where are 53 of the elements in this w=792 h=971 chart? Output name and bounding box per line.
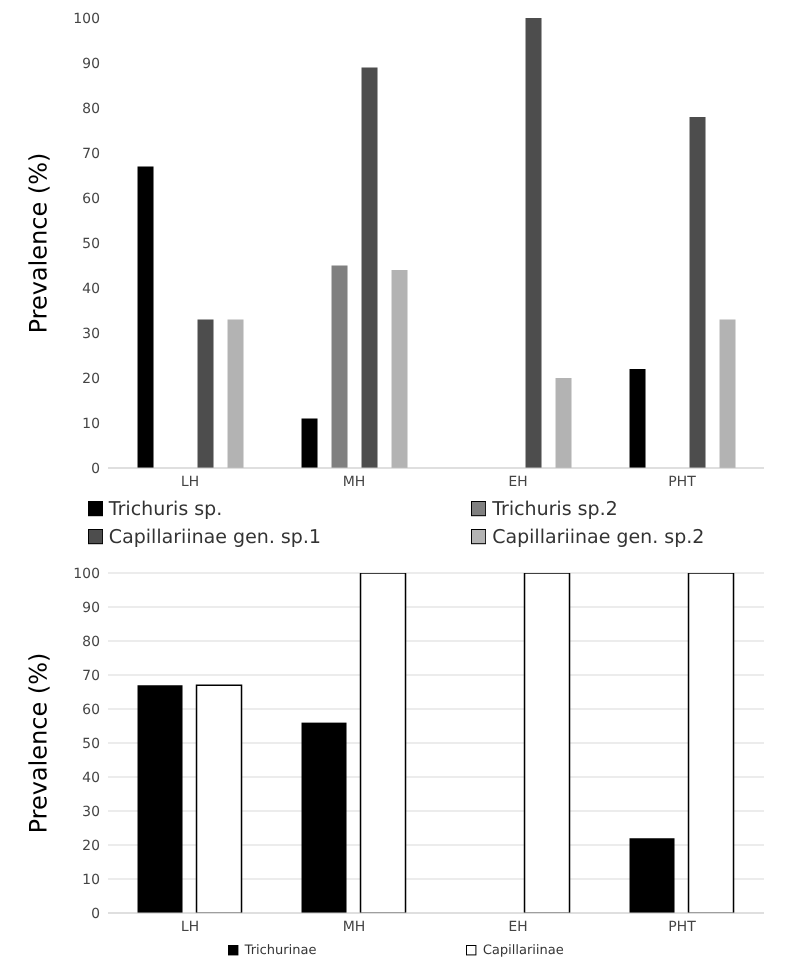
bar xyxy=(196,684,242,913)
x-tick-label: PHT xyxy=(668,918,696,935)
bar xyxy=(360,573,406,913)
y-tick-label: 20 xyxy=(82,838,100,854)
y-tick-label: 60 xyxy=(82,190,100,207)
y-tick-label: 70 xyxy=(82,146,100,162)
bar xyxy=(630,369,646,468)
y-tick-label: 90 xyxy=(82,56,100,72)
legend-label: Capillariinae gen. sp.2 xyxy=(492,526,704,548)
legend-label: Trichuris sp. xyxy=(108,498,222,520)
y-tick-label: 0 xyxy=(91,460,100,477)
bar xyxy=(630,838,675,913)
y-tick-label: 20 xyxy=(82,370,100,387)
y-axis-title: Prevalence (%) xyxy=(24,652,53,834)
bar xyxy=(138,166,154,468)
x-tick-label: LH xyxy=(180,474,200,490)
x-tick-label: MH xyxy=(342,474,366,490)
legend-label: Capillariinae gen. sp.1 xyxy=(108,526,321,548)
bar xyxy=(526,18,542,468)
legend-label: Trichurinae xyxy=(244,943,316,958)
bar xyxy=(688,573,734,913)
bar xyxy=(302,418,318,468)
y-tick-label: 50 xyxy=(82,236,100,252)
y-tick-label: 90 xyxy=(82,600,100,616)
y-tick-label: 100 xyxy=(73,10,100,27)
x-tick-label: EH xyxy=(508,474,528,490)
bar xyxy=(138,685,183,913)
x-tick-label: MH xyxy=(342,918,366,935)
y-tick-label: 60 xyxy=(82,702,100,718)
y-axis-title: Prevalence (%) xyxy=(24,152,53,334)
y-tick-label: 30 xyxy=(82,804,100,820)
y-tick-label: 0 xyxy=(91,906,100,922)
legend-label: Trichuris sp.2 xyxy=(492,498,618,520)
y-tick-label: 30 xyxy=(82,326,100,342)
x-tick-label: PHT xyxy=(668,474,696,490)
bar xyxy=(198,320,214,468)
y-tick-label: 50 xyxy=(82,736,100,752)
y-tick-label: 80 xyxy=(82,634,100,650)
bar xyxy=(302,722,347,913)
y-tick-label: 100 xyxy=(73,566,100,582)
bar xyxy=(524,573,570,913)
bar xyxy=(332,266,348,468)
bar xyxy=(690,117,706,468)
y-tick-label: 40 xyxy=(82,280,100,297)
y-tick-label: 70 xyxy=(82,668,100,684)
y-tick-label: 10 xyxy=(82,872,100,888)
y-tick-label: 40 xyxy=(82,770,100,786)
x-tick-label: LH xyxy=(180,918,200,935)
legend-label: Capillariinae xyxy=(482,943,564,958)
x-tick-label: EH xyxy=(508,918,528,935)
bar xyxy=(362,68,378,468)
y-tick-label: 80 xyxy=(82,100,100,117)
y-tick-label: 10 xyxy=(82,416,100,432)
